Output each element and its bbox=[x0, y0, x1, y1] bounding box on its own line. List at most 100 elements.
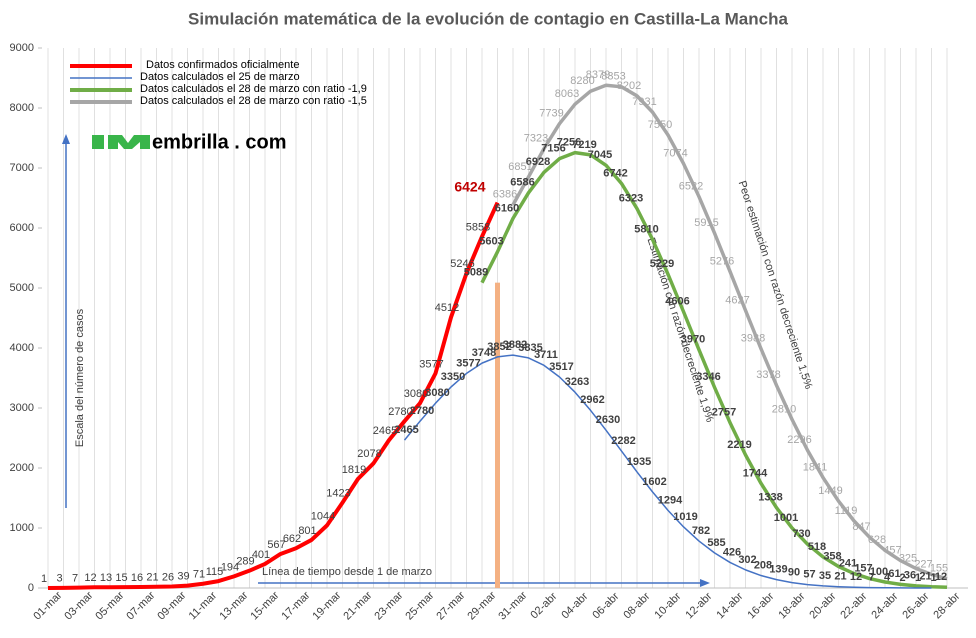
data-label: 6851 bbox=[508, 161, 532, 173]
x-tick-label: 22-abr bbox=[838, 590, 869, 621]
data-label: 3711 bbox=[534, 349, 558, 361]
data-label: 1841 bbox=[803, 461, 827, 473]
x-tick-label: 25-mar bbox=[403, 589, 436, 622]
data-label: 325 bbox=[899, 552, 917, 564]
arrow-head bbox=[62, 134, 70, 144]
line-series bbox=[47, 201, 500, 590]
x-tick-label: 27-mar bbox=[434, 589, 467, 622]
y-tick-label: 1000 bbox=[10, 522, 34, 534]
data-label: 1819 bbox=[342, 464, 366, 476]
y-tick-label: 9000 bbox=[10, 42, 34, 54]
data-label: 6160 bbox=[495, 202, 519, 214]
data-label: 2780 bbox=[410, 405, 434, 417]
data-label: 3346 bbox=[696, 371, 720, 383]
data-label: 801 bbox=[298, 525, 316, 537]
x-tick-label: 29-mar bbox=[465, 589, 498, 622]
x-tick-label: 17-mar bbox=[279, 589, 312, 622]
data-label: 8280 bbox=[570, 75, 594, 87]
data-label: 100 bbox=[870, 566, 888, 578]
data-label: 1602 bbox=[642, 476, 666, 488]
y-tick-label: 0 bbox=[28, 582, 34, 594]
x-tick-label: 23-mar bbox=[372, 589, 405, 622]
x-tick-label: 31-mar bbox=[496, 589, 529, 622]
data-label: 21 bbox=[146, 572, 158, 584]
x-tick-label: 20-abr bbox=[807, 590, 838, 621]
data-label: 3350 bbox=[441, 371, 465, 383]
data-label: 57 bbox=[803, 568, 815, 580]
data-label: 4512 bbox=[435, 302, 459, 314]
data-label: 8063 bbox=[555, 88, 579, 100]
x-tick-label: 18-abr bbox=[776, 590, 807, 621]
data-label: 155 bbox=[930, 563, 948, 575]
y-tick-label: 8000 bbox=[10, 102, 34, 114]
y-tick-label: 5000 bbox=[10, 282, 34, 294]
data-label: 2 bbox=[899, 572, 905, 584]
data-label: 5229 bbox=[650, 258, 674, 270]
data-label: 36 bbox=[904, 570, 916, 582]
data-label: 7931 bbox=[632, 96, 656, 108]
data-label: 5276 bbox=[710, 255, 734, 267]
data-label: 1 bbox=[41, 573, 47, 585]
data-label: 7074 bbox=[663, 147, 687, 159]
data-label: 302 bbox=[738, 554, 756, 566]
data-label: 2219 bbox=[727, 439, 751, 451]
data-label: 6424 bbox=[454, 178, 485, 194]
legend-label: Datos calculados el 28 de marzo con rati… bbox=[140, 83, 367, 95]
data-label: 5858 bbox=[466, 221, 490, 233]
data-label: 1294 bbox=[658, 494, 683, 506]
grid bbox=[40, 48, 968, 589]
data-label: 90 bbox=[788, 567, 800, 579]
data-label: 2780 bbox=[388, 406, 412, 418]
arrow-head bbox=[700, 579, 710, 587]
data-label: 115 bbox=[206, 566, 224, 578]
logo: embrilla . com bbox=[92, 131, 287, 153]
data-label: 5915 bbox=[694, 217, 718, 229]
data-label: 1423 bbox=[326, 488, 350, 500]
y-tick-label: 3000 bbox=[10, 402, 34, 414]
data-label: 61 bbox=[888, 568, 900, 580]
data-label: 7219 bbox=[572, 139, 596, 151]
data-label: 4 bbox=[884, 572, 891, 584]
data-label: 139 bbox=[769, 564, 787, 576]
data-label: 3 bbox=[56, 573, 62, 585]
x-tick-label: 15-mar bbox=[248, 589, 281, 622]
line-series bbox=[511, 83, 948, 581]
data-label: 3263 bbox=[565, 376, 589, 388]
data-label: 35 bbox=[819, 570, 831, 582]
data-label: 3577 bbox=[419, 358, 443, 370]
data-label: 3080 bbox=[425, 387, 449, 399]
data-label: 2465 bbox=[394, 424, 418, 436]
x-tick-label: 28-abr bbox=[931, 590, 962, 621]
data-label: 2810 bbox=[772, 403, 796, 415]
chart-title: Simulación matemática de la evolución de… bbox=[188, 9, 788, 28]
data-label: 7256 bbox=[557, 137, 581, 149]
data-label: 567 bbox=[267, 539, 285, 551]
data-label: 585 bbox=[707, 537, 725, 549]
line-series bbox=[403, 354, 932, 589]
data-label: 5810 bbox=[634, 223, 658, 235]
data-label: 13 bbox=[100, 572, 112, 584]
data-label: 7323 bbox=[524, 133, 548, 145]
legend-label: Datos calculados el 28 de marzo con rati… bbox=[140, 95, 367, 107]
data-label: 7550 bbox=[648, 119, 672, 131]
data-label: 3577 bbox=[456, 357, 480, 369]
data-label: 3882 bbox=[503, 339, 527, 351]
data-label: 2078 bbox=[357, 448, 381, 460]
data-label: 2962 bbox=[580, 394, 604, 406]
x-tick-label: 16-abr bbox=[745, 590, 776, 621]
y-tick-label: 4000 bbox=[10, 342, 34, 354]
data-label: 3835 bbox=[518, 342, 542, 354]
data-label: 39 bbox=[177, 571, 189, 583]
data-label: 358 bbox=[823, 550, 841, 562]
x-tick-label: 14-abr bbox=[714, 590, 745, 621]
data-label: 1019 bbox=[673, 511, 697, 523]
data-label: 7 bbox=[72, 572, 78, 584]
data-label: 157 bbox=[854, 562, 872, 574]
data-label: 782 bbox=[692, 525, 710, 537]
x-tick-label: 08-abr bbox=[621, 590, 652, 621]
x-tick-label: 05-mar bbox=[93, 589, 126, 622]
x-tick-label: 13-mar bbox=[217, 589, 250, 622]
data-label: 6586 bbox=[510, 177, 534, 189]
data-label: 6928 bbox=[526, 156, 550, 168]
data-label: 730 bbox=[792, 528, 810, 540]
